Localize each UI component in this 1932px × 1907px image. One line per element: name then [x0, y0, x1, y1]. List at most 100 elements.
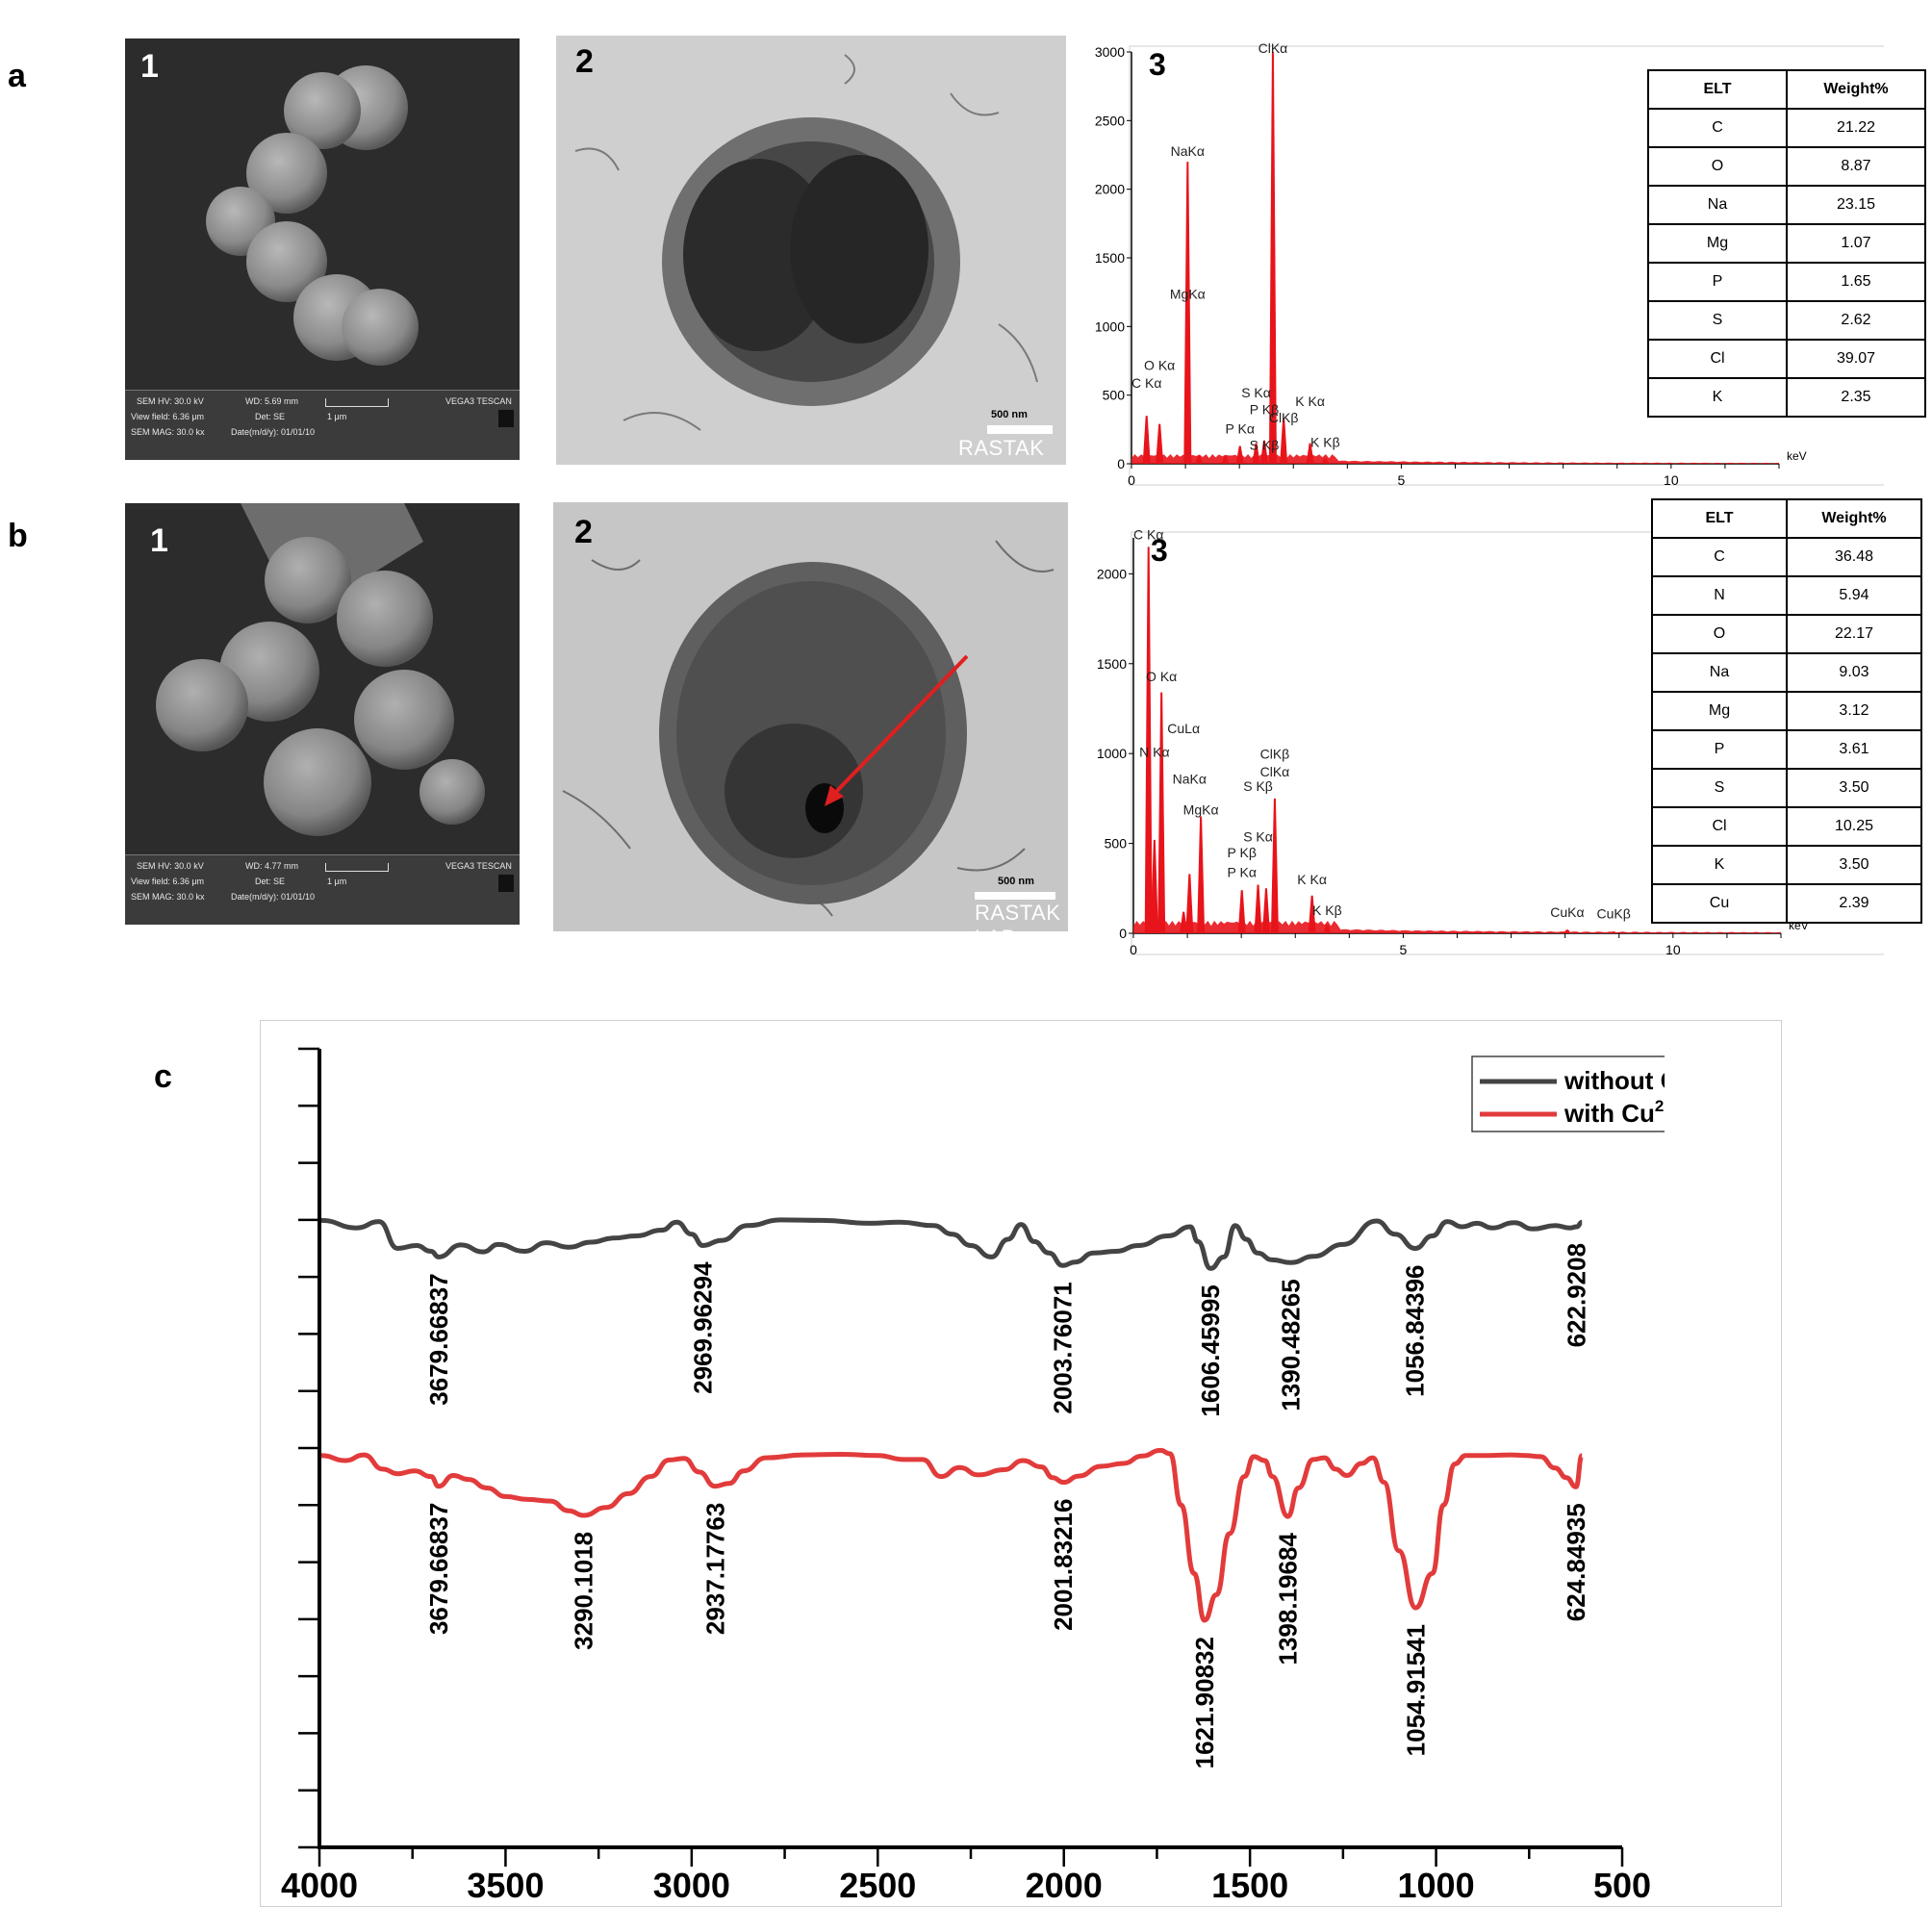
legend-label-main: with Cu [1563, 1099, 1655, 1128]
cell-coccus [419, 759, 485, 825]
cell-weight: 1.07 [1786, 223, 1926, 264]
sem-micrograph-b [156, 503, 485, 836]
series-line-without-cu [320, 1217, 1583, 1271]
peak-wavenumber-label: 3679.66837 [424, 1273, 453, 1405]
cell-coccus [156, 659, 248, 751]
y-tick-label: 1500 [1095, 250, 1125, 266]
peak-label: S Kβ [1250, 437, 1280, 452]
cell-weight: 2.39 [1786, 883, 1922, 924]
cell-weight: 36.48 [1786, 537, 1922, 577]
spectrum-peak [1563, 929, 1571, 933]
spectrum-peak [1268, 52, 1277, 464]
tem-lab-watermark: RASTAK LAB [958, 436, 1045, 465]
x-tick-label: 500 [1593, 1866, 1651, 1900]
peak-wavenumber-label: 2003.76071 [1048, 1282, 1077, 1413]
peak-wavenumber-label: 1606.45995 [1196, 1284, 1225, 1416]
tem-image-a: 2 500 nm RASTAK LAB [556, 36, 1066, 465]
sem-scale-label: 1 μm [327, 877, 347, 886]
tem-scale-bar [987, 425, 1053, 434]
cell-weight: 23.15 [1786, 185, 1926, 225]
peak-label: CuKβ [1596, 906, 1630, 922]
cell-coccus [265, 537, 351, 623]
spectrum-peak [1142, 416, 1151, 464]
peak-label: K Kβ [1310, 435, 1340, 450]
x-tick-label: 5 [1400, 942, 1408, 957]
panel-number: 2 [575, 43, 594, 80]
x-tick-label: 10 [1665, 942, 1681, 957]
peak-label: CuKα [1550, 904, 1584, 920]
spectrum-peak [1254, 884, 1262, 933]
cell-weight: 2.35 [1786, 377, 1926, 418]
cell-weight: 39.07 [1786, 339, 1926, 379]
peak-wavenumber-label: 1054.91541 [1401, 1624, 1430, 1756]
legend: without Cu2+with Cu2+ [1471, 1055, 1665, 1132]
table-row: Na 9.03 [1651, 652, 1922, 693]
peak-label: P Kα [1226, 420, 1255, 436]
table-row: Mg 1.07 [1647, 223, 1926, 264]
series-line-with-cu [320, 1447, 1585, 1623]
x-tick-label: 2000 [1026, 1866, 1103, 1900]
tem-micrograph-a [556, 36, 1066, 465]
peak-label: S Kα [1241, 385, 1271, 400]
spectrum-peak [1280, 418, 1288, 464]
sem-brand: VEGA3 TESCAN [445, 861, 512, 871]
sem-date: Date(m/d/y): 01/01/10 [231, 892, 316, 902]
sem-brand: VEGA3 TESCAN [445, 396, 512, 406]
peak-label: K Kα [1295, 394, 1325, 409]
table-row: C 21.22 [1647, 108, 1926, 148]
spectrum-peak [1144, 547, 1153, 933]
peak-label: P Kβ [1228, 845, 1257, 860]
cell-coccus [246, 133, 327, 214]
legend-label-main: without Cu [1563, 1066, 1665, 1095]
peak-label: ClKα [1258, 40, 1288, 56]
ftir-chart: 4000 3500 3000 2500 2000 1500 1000 500 3679.6683… [281, 1047, 1665, 1900]
cell-element: C [1651, 537, 1788, 577]
peak-wavenumber-label: 1056.84396 [1401, 1264, 1430, 1396]
peak-wavenumber-label: 624.84935 [1562, 1503, 1590, 1621]
panel-number: 2 [574, 514, 593, 550]
x-tick-label: 0 [1130, 942, 1137, 957]
legend-label: with Cu2+ [1563, 1097, 1665, 1128]
y-tick-label: 3000 [1095, 44, 1125, 60]
eds-spectrum-a: 0 500 1000 1500 2000 2500 3000 0 5 10 keV ClKα NaKα M… [1095, 40, 1884, 488]
spectrum-peak [1261, 888, 1270, 933]
cell-element: C [1647, 108, 1788, 148]
peak-label: ClKα [1260, 764, 1290, 779]
spectrum-peak [1610, 931, 1618, 933]
cell-element: O [1647, 146, 1788, 187]
row-label-a: a [8, 58, 26, 94]
eds-table-b: ELT Weight% C 36.48 N 5.94 O 22.17 Na 9.03 Mg 3.1… [1651, 498, 1922, 924]
y-tick-label: 500 [1105, 836, 1128, 852]
x-tick-label: 1000 [1398, 1866, 1475, 1900]
spectrum-peak [1157, 692, 1166, 933]
x-tick-label: 3000 [653, 1866, 730, 1900]
spectrum-peak [1156, 423, 1164, 464]
peak-label: C Kα [1131, 375, 1161, 391]
cell-weight: 8.87 [1786, 146, 1926, 187]
y-tick-label: 0 [1119, 926, 1127, 941]
x-axis-unit: keV [1787, 449, 1807, 463]
y-tick-label: 2000 [1097, 566, 1127, 581]
sem-wd: WD: 4.77 mm [245, 861, 299, 871]
peak-wavenumber-label: 2937.17763 [700, 1503, 729, 1635]
peak-label: MgKα [1170, 287, 1206, 302]
peak-label: ClKβ [1269, 410, 1299, 425]
table-row: O 22.17 [1651, 614, 1922, 654]
cell-element: S [1647, 300, 1788, 341]
row-label-b: b [8, 518, 28, 554]
sem-date: Date(m/d/y): 01/01/10 [231, 427, 316, 437]
table-row: Cl 10.25 [1651, 806, 1922, 847]
sem-hv: SEM HV: 30.0 kV [137, 861, 204, 871]
cell-element: P [1651, 729, 1788, 770]
sem-logo-mark [498, 875, 514, 892]
tem-scale-label: 500 nm [998, 876, 1034, 887]
sem-magnification: SEM MAG: 30.0 kx [131, 892, 205, 902]
spectrum-peak [1321, 458, 1330, 464]
red-arrow-head [825, 785, 844, 806]
sem-detector: Det: SE [255, 412, 286, 421]
spectrum-peak [1183, 162, 1192, 464]
x-tick-label: 4000 [281, 1866, 358, 1900]
spectrum-peak [1197, 816, 1206, 933]
sem-image-a: 1 SEM HV: 30.0 kV WD: 5.69 mm VEGA3 TESC… [125, 38, 520, 460]
